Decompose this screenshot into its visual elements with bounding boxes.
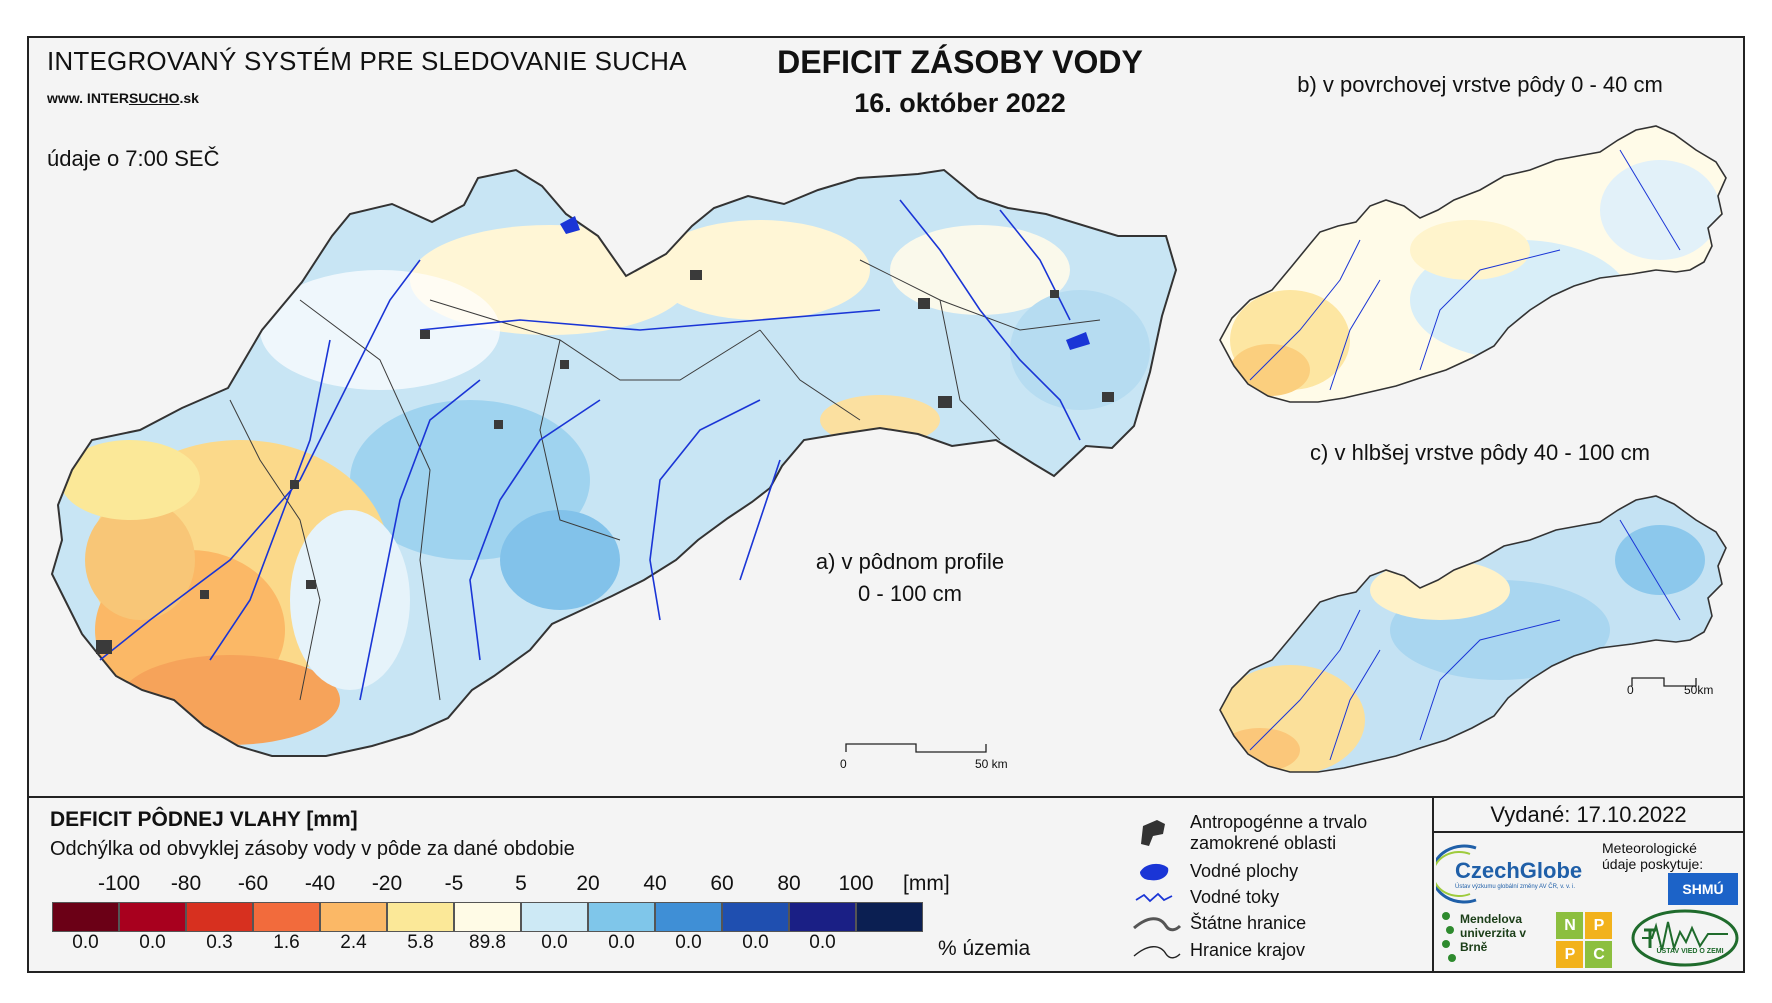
meteo-note: Meteorologické údaje poskytuje:	[1602, 840, 1704, 872]
nppc-logo	[1556, 912, 1612, 968]
color-swatch	[387, 902, 454, 932]
czechglobe-name: CzechGlobe	[1455, 858, 1583, 883]
percent-value: 0.0	[72, 932, 99, 953]
percent-value: 2.4	[340, 932, 367, 953]
percent-value: 0.0	[541, 932, 568, 953]
percent-value: 1.6	[273, 932, 300, 953]
system-title: INTEGROVANÝ SYSTÉM PRE SLEDOVANIE SUCHA	[47, 46, 687, 76]
scale-tick-label: 80	[777, 872, 801, 895]
map-a-label: a) v pôdnom profile 0 - 100 cm	[790, 546, 1030, 610]
czechglobe-subtitle: Ústav výzkumu globální změny AV ČR, v. v…	[1455, 884, 1576, 890]
legend-water-text: Vodné plochy	[1190, 861, 1299, 881]
unit-label: [mm]	[903, 872, 950, 895]
map-a-label-line1: a) v pôdnom profile	[815, 549, 1005, 574]
shmu-logo: SHMÚ	[1668, 873, 1738, 905]
issued-date: Vydané: 17.10.2022	[1490, 802, 1687, 827]
site-url-suffix: .sk	[179, 90, 199, 106]
scale-tick-label: -100	[97, 872, 141, 895]
legend-subtitle: Odchýlka od obvyklej zásoby vody v pôde …	[50, 838, 575, 860]
footer-panel	[1432, 796, 1747, 973]
nppc-letter-1: N	[1564, 917, 1576, 934]
scale-tick-label: 5	[515, 872, 527, 895]
map-c-label: c) v hlbšej vrstve pôdy 40 - 100 cm	[1310, 440, 1650, 465]
uvz-name: ÚSTAV VIED O ZEMI	[1656, 948, 1724, 955]
scale-tick-label: 20	[576, 872, 600, 895]
map-b-surface-layer	[1219, 125, 1727, 403]
color-swatch	[186, 902, 253, 932]
divider	[1432, 831, 1745, 833]
scale-tick-label: -60	[237, 872, 269, 895]
mendel-logo: Mendelova univerzita v Brně	[1460, 912, 1527, 954]
color-swatch	[119, 902, 186, 932]
mendel-logo-dots	[1442, 912, 1456, 962]
color-swatch	[253, 902, 320, 932]
czechglobe-logo	[1436, 844, 1477, 904]
scale-tick-label: 60	[710, 872, 734, 895]
scale-bar-small	[1631, 677, 1697, 687]
nppc-letter-4: C	[1593, 946, 1605, 963]
map-b-label: b) v povrchovej vrstve pôdy 0 - 40 cm	[1297, 72, 1663, 97]
region-border-icon	[1133, 946, 1181, 959]
color-swatch	[320, 902, 387, 932]
uvz-logo	[1631, 909, 1739, 967]
legend-urban-text: Antropogénne a trvalo zamokrené oblasti	[1190, 812, 1368, 853]
nppc-letter-2: P	[1593, 917, 1605, 934]
scale-main-start: 0	[840, 757, 847, 771]
nppc-letter-3: P	[1564, 946, 1576, 963]
scale-small-start: 0	[1627, 683, 1634, 697]
percent-value: 89.8	[469, 932, 506, 953]
data-time-note: údaje o 7:00 SEČ	[47, 146, 220, 171]
color-swatch	[722, 902, 789, 932]
color-swatch	[454, 902, 521, 932]
scale-tick-label: 40	[643, 872, 667, 895]
scale-main-end: 50 km	[975, 757, 1008, 771]
scale-tick-label: -20	[371, 872, 403, 895]
color-swatch	[588, 902, 655, 932]
map-c-deep-layer	[1219, 495, 1727, 773]
legend-panel	[27, 796, 1745, 975]
color-swatch	[856, 902, 923, 932]
legend-region-border-text: Hranice krajov	[1190, 940, 1306, 960]
color-swatch	[789, 902, 856, 932]
legend-state-border-text: Štátne hranice	[1190, 913, 1307, 933]
color-swatch	[52, 902, 119, 932]
percent-value: 0.0	[742, 932, 769, 953]
color-swatch	[655, 902, 722, 932]
map-date: 16. október 2022	[854, 88, 1066, 118]
percent-value: 0.0	[139, 932, 166, 953]
percent-value: 0.0	[809, 932, 836, 953]
scale-small-end: 50km	[1684, 683, 1714, 697]
percent-value: 0.0	[675, 932, 702, 953]
river-icon	[1135, 892, 1173, 903]
site-url[interactable]: www. INTERSUCHO.sk	[47, 90, 199, 106]
map-a-label-line2: 0 - 100 cm	[858, 581, 962, 606]
site-url-prefix: www. INTER	[47, 90, 129, 106]
percent-value: 5.8	[407, 932, 434, 953]
percent-value: 0.3	[206, 932, 233, 953]
color-swatch	[521, 902, 588, 932]
legend-river-text: Vodné toky	[1190, 887, 1280, 907]
legend-title: DEFICIT PÔDNEJ VLAHY [mm]	[50, 808, 358, 831]
urban-area-icon	[1141, 820, 1165, 846]
scale-tick-label: -80	[170, 872, 202, 895]
scale-bar-main	[845, 743, 987, 753]
map-a-soil-profile	[51, 169, 1177, 757]
percent-label: % územia	[938, 937, 1031, 960]
water-body-icon	[1140, 863, 1169, 881]
scale-tick-label: -5	[444, 872, 464, 895]
site-url-brand: SUCHO	[128, 90, 180, 106]
state-border-icon	[1133, 917, 1182, 932]
page-title: DEFICIT ZÁSOBY VODY	[777, 44, 1143, 80]
scale-tick-label: -40	[304, 872, 336, 895]
percent-value: 0.0	[608, 932, 635, 953]
scale-tick-label: 100	[838, 872, 874, 895]
